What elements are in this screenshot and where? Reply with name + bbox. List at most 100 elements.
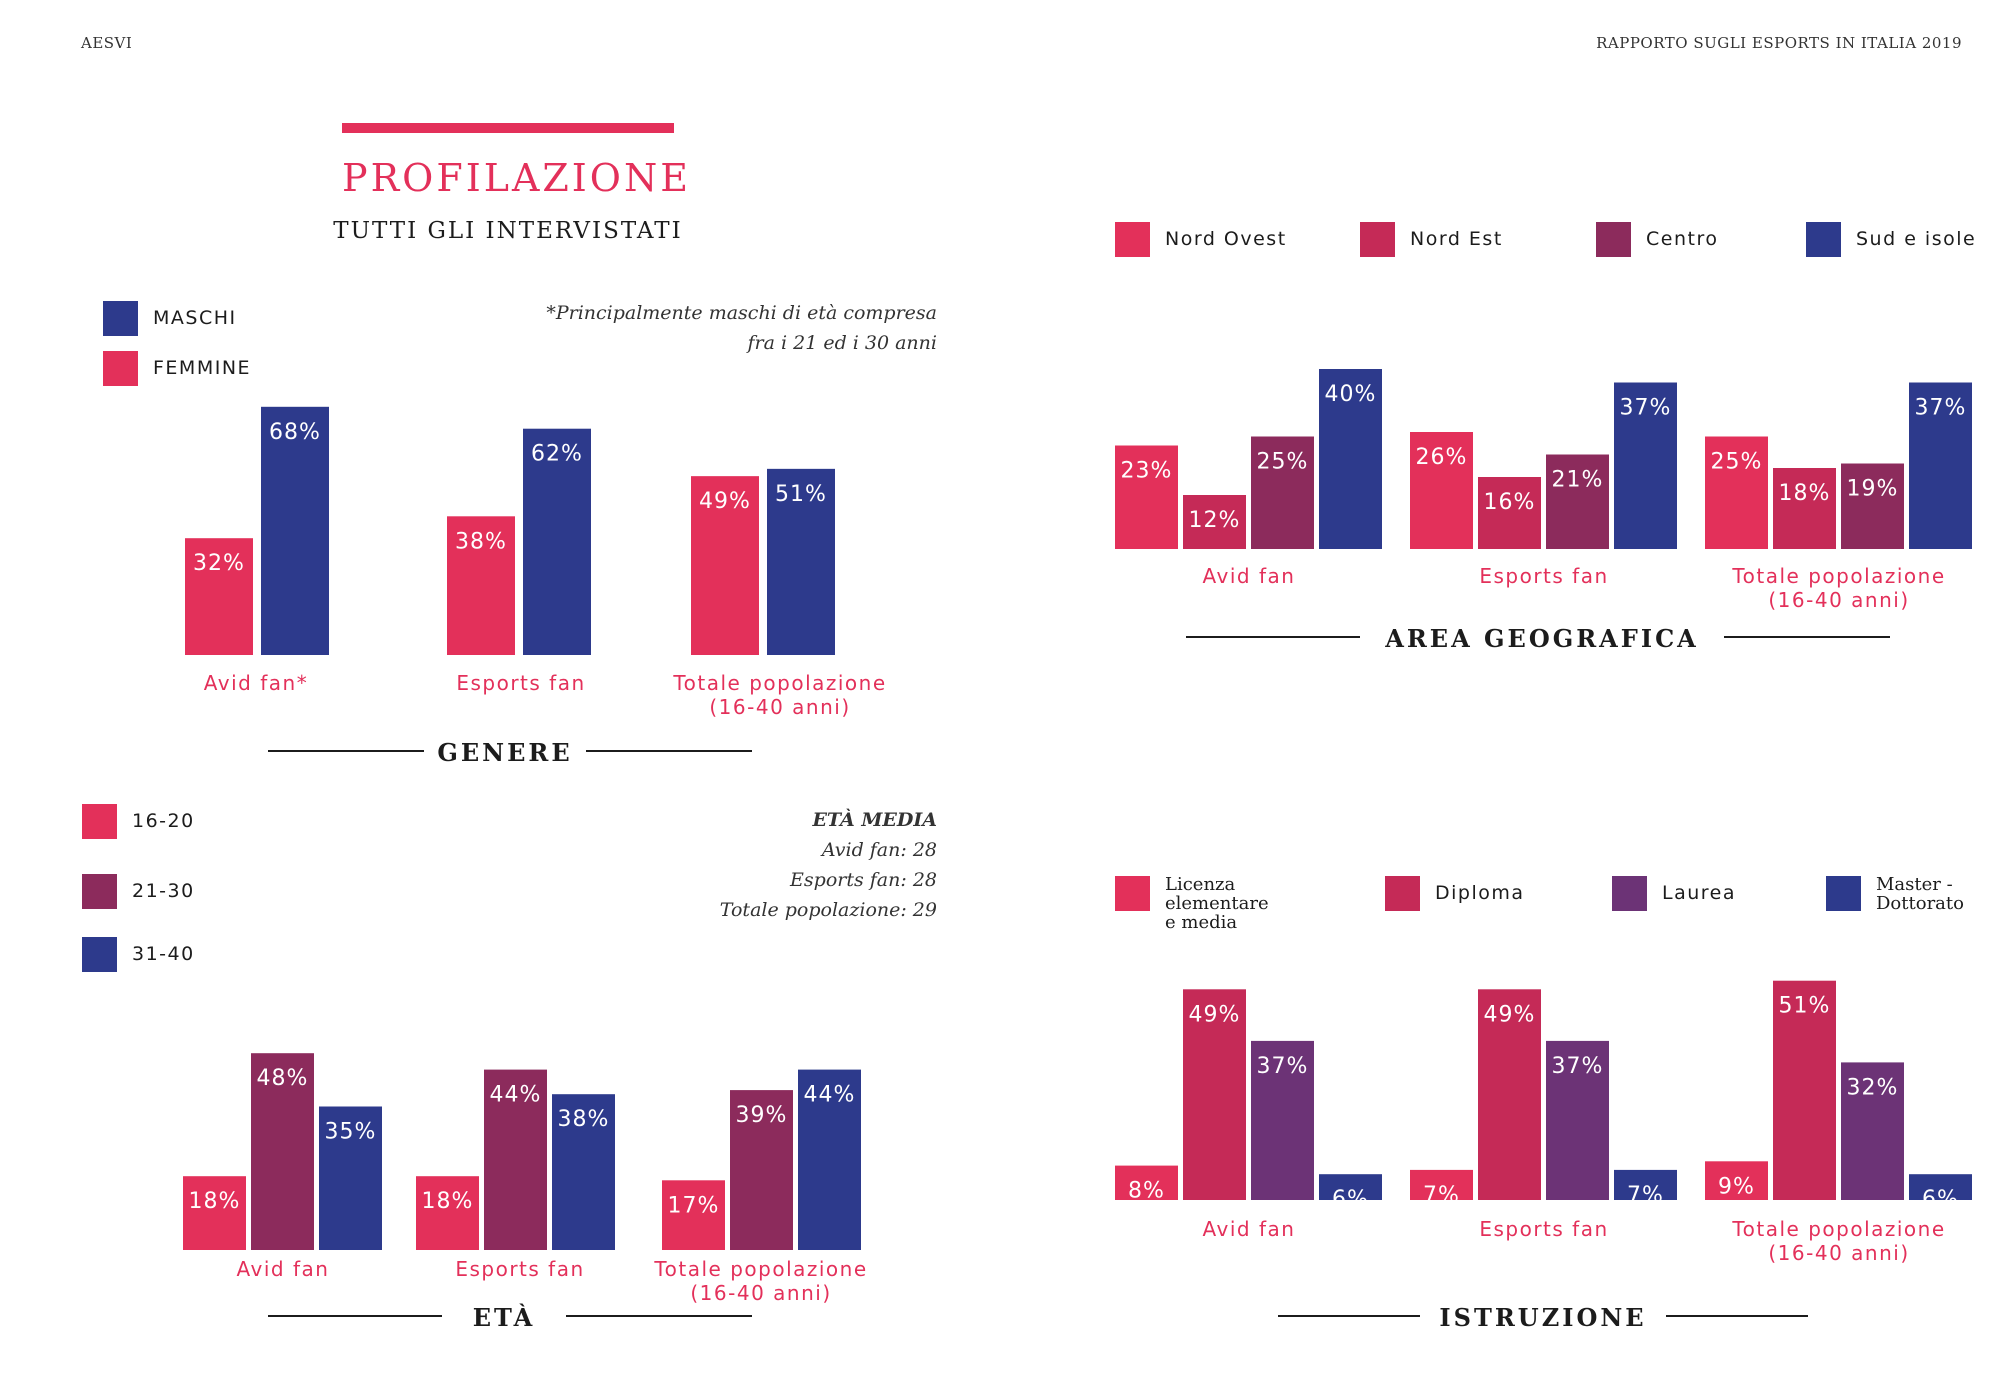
area-bar-nord-est-1	[1183, 495, 1246, 549]
genere-value-label-femmine-1: 32%	[193, 551, 245, 576]
legend-swatch-31-40	[82, 937, 117, 972]
legend-swatch-laurea	[1612, 876, 1647, 911]
genere-bar-maschi-2	[523, 428, 591, 655]
istruzione-bar-master-dottorato-1	[1319, 1174, 1382, 1200]
eta-note-line-2: Esports fan: 28	[790, 869, 937, 891]
eta-value-label-31-40-2: 38%	[558, 1107, 610, 1132]
genere-bar-femmine-1	[185, 538, 253, 655]
eta-value-label-16-20-3: 17%	[668, 1193, 720, 1218]
istruzione-category-label-1: Avid fan	[1203, 1217, 1296, 1241]
area-bar-centro-3	[1841, 463, 1904, 549]
istruzione-chart: 8% 49% 37% 6% Avid fan 7% 49% 37% 7% Esports fan 9…	[1115, 980, 1972, 1265]
legend-swatch-nord-ovest	[1115, 222, 1150, 257]
legend-swatch-femmine	[103, 351, 138, 386]
page-title: PROFILAZIONE	[342, 156, 691, 200]
legend-swatch-licenza-elementare-e-media	[1115, 876, 1150, 911]
istruzione-bar-diploma-2	[1478, 989, 1541, 1200]
istruzione-bar-laurea-3	[1841, 1062, 1904, 1200]
genere-note-line-2: fra i 21 ed i 30 anni	[747, 332, 937, 354]
legend-swatch-nord-est	[1360, 222, 1395, 257]
legend-label-master-dottorato: Master - Dottorato	[1876, 874, 1964, 914]
area-rule-right	[1724, 636, 1890, 638]
eta-note-line-1: Avid fan: 28	[821, 839, 937, 861]
istruzione-value-label-licenza-elementare-e-media-2: 7%	[1423, 1183, 1460, 1208]
legend-label-31-40: 31-40	[132, 943, 195, 965]
istruzione-value-label-diploma-2: 49%	[1484, 1002, 1536, 1027]
eta-bar-21-30-2	[484, 1069, 547, 1250]
area-category-label-2: Esports fan	[1479, 564, 1608, 588]
legend-label-21-30: 21-30	[132, 880, 195, 902]
genere-bar-femmine-3	[691, 476, 759, 655]
eta-bar-16-20-1	[183, 1176, 246, 1250]
eta-value-label-16-20-2: 18%	[422, 1189, 474, 1214]
area-value-label-nord-est-2: 16%	[1484, 490, 1536, 515]
istruzione-rule-left	[1278, 1315, 1420, 1317]
genere-bar-femmine-2	[447, 516, 515, 655]
genere-category-label-1: Avid fan*	[204, 671, 308, 695]
istruzione-value-label-master-dottorato-1: 6%	[1332, 1187, 1369, 1212]
istruzione-value-label-master-dottorato-2: 7%	[1627, 1183, 1664, 1208]
istruzione-bar-licenza-elementare-e-media-2	[1410, 1169, 1473, 1200]
eta-bar-31-40-2	[552, 1094, 615, 1250]
istruzione-value-label-laurea-2: 37%	[1552, 1054, 1604, 1079]
eta-bar-21-30-1	[251, 1053, 314, 1250]
istruzione-value-label-diploma-1: 49%	[1189, 1002, 1241, 1027]
page-subtitle: TUTTI GLI INTERVISTATI	[333, 218, 683, 244]
eta-bar-21-30-3	[730, 1090, 793, 1250]
area-rule-left	[1186, 636, 1360, 638]
genere-chart: 32% 68% Avid fan* 38% 62% Esports fan 49% 51% To…	[185, 406, 885, 719]
eta-value-label-21-30-2: 44%	[490, 1083, 542, 1108]
eta-category-label-3: Totale popolazione (16-40 anni)	[653, 1257, 867, 1305]
eta-chart: 18% 48% 35% Avid fan 18% 44% 38% Esports fan 17%…	[183, 1053, 867, 1305]
area-bar-sud-e-isole-3	[1909, 382, 1972, 549]
title-accent-bar	[342, 123, 674, 133]
legend-label-maschi: MASCHI	[153, 307, 237, 329]
eta-note-title: ETÀ MEDIA	[812, 809, 937, 831]
area-value-label-nord-est-1: 12%	[1189, 508, 1241, 533]
area-value-label-centro-3: 19%	[1847, 477, 1899, 502]
istruzione-bar-diploma-1	[1183, 989, 1246, 1200]
genere-note-line-1: *Principalmente maschi di età compresa	[546, 302, 937, 324]
area-bar-nord-est-2	[1478, 477, 1541, 549]
genere-bar-maschi-1	[261, 406, 329, 655]
genere-value-label-maschi-3: 51%	[775, 482, 827, 507]
area-bar-nord-ovest-1	[1115, 445, 1178, 549]
legend-swatch-centro	[1596, 222, 1631, 257]
eta-title: ETÀ	[472, 1303, 536, 1332]
legend-swatch-16-20	[82, 804, 117, 839]
eta-value-label-21-30-1: 48%	[257, 1066, 309, 1091]
genere-bar-maschi-3	[767, 468, 835, 655]
eta-note-line-3: Totale popolazione: 29	[719, 899, 937, 921]
eta-value-label-21-30-3: 39%	[736, 1103, 788, 1128]
legend-label-laurea: Laurea	[1662, 882, 1736, 904]
area-value-label-sud-e-isole-1: 40%	[1325, 382, 1377, 407]
istruzione-bar-laurea-1	[1251, 1040, 1314, 1200]
legend-label-nord-ovest: Nord Ovest	[1165, 228, 1287, 250]
eta-value-label-16-20-1: 18%	[189, 1189, 241, 1214]
genere-rule-left	[268, 750, 424, 752]
istruzione-value-label-licenza-elementare-e-media-1: 8%	[1128, 1179, 1165, 1204]
legend-swatch-maschi	[103, 301, 138, 336]
area-bar-nord-est-3	[1773, 468, 1836, 549]
legend-swatch-sud-e-isole	[1806, 222, 1841, 257]
istruzione-title: ISTRUZIONE	[1439, 1303, 1647, 1332]
istruzione-bar-diploma-3	[1773, 980, 1836, 1200]
istruzione-category-label-3: Totale popolazione (16-40 anni)	[1731, 1217, 1945, 1265]
eta-category-label-2: Esports fan	[455, 1257, 584, 1281]
legend-swatch-21-30	[82, 874, 117, 909]
istruzione-value-label-laurea-3: 32%	[1847, 1075, 1899, 1100]
area-value-label-sud-e-isole-3: 37%	[1915, 396, 1967, 421]
genere-title: GENERE	[437, 738, 573, 767]
legend-label-diploma: Diploma	[1435, 882, 1525, 904]
istruzione-value-label-laurea-1: 37%	[1257, 1054, 1309, 1079]
eta-category-label-1: Avid fan	[237, 1257, 330, 1281]
genere-category-label-2: Esports fan	[456, 671, 585, 695]
istruzione-bar-laurea-2	[1546, 1040, 1609, 1200]
area-title: AREA GEOGRAFICA	[1385, 624, 1699, 653]
legend-swatch-master-dottorato	[1826, 876, 1861, 911]
eta-rule-left	[268, 1315, 442, 1317]
area-bar-sud-e-isole-1	[1319, 369, 1382, 549]
istruzione-bar-master-dottorato-3	[1909, 1174, 1972, 1200]
eta-rule-right	[566, 1315, 752, 1317]
area-value-label-nord-est-3: 18%	[1779, 481, 1831, 506]
